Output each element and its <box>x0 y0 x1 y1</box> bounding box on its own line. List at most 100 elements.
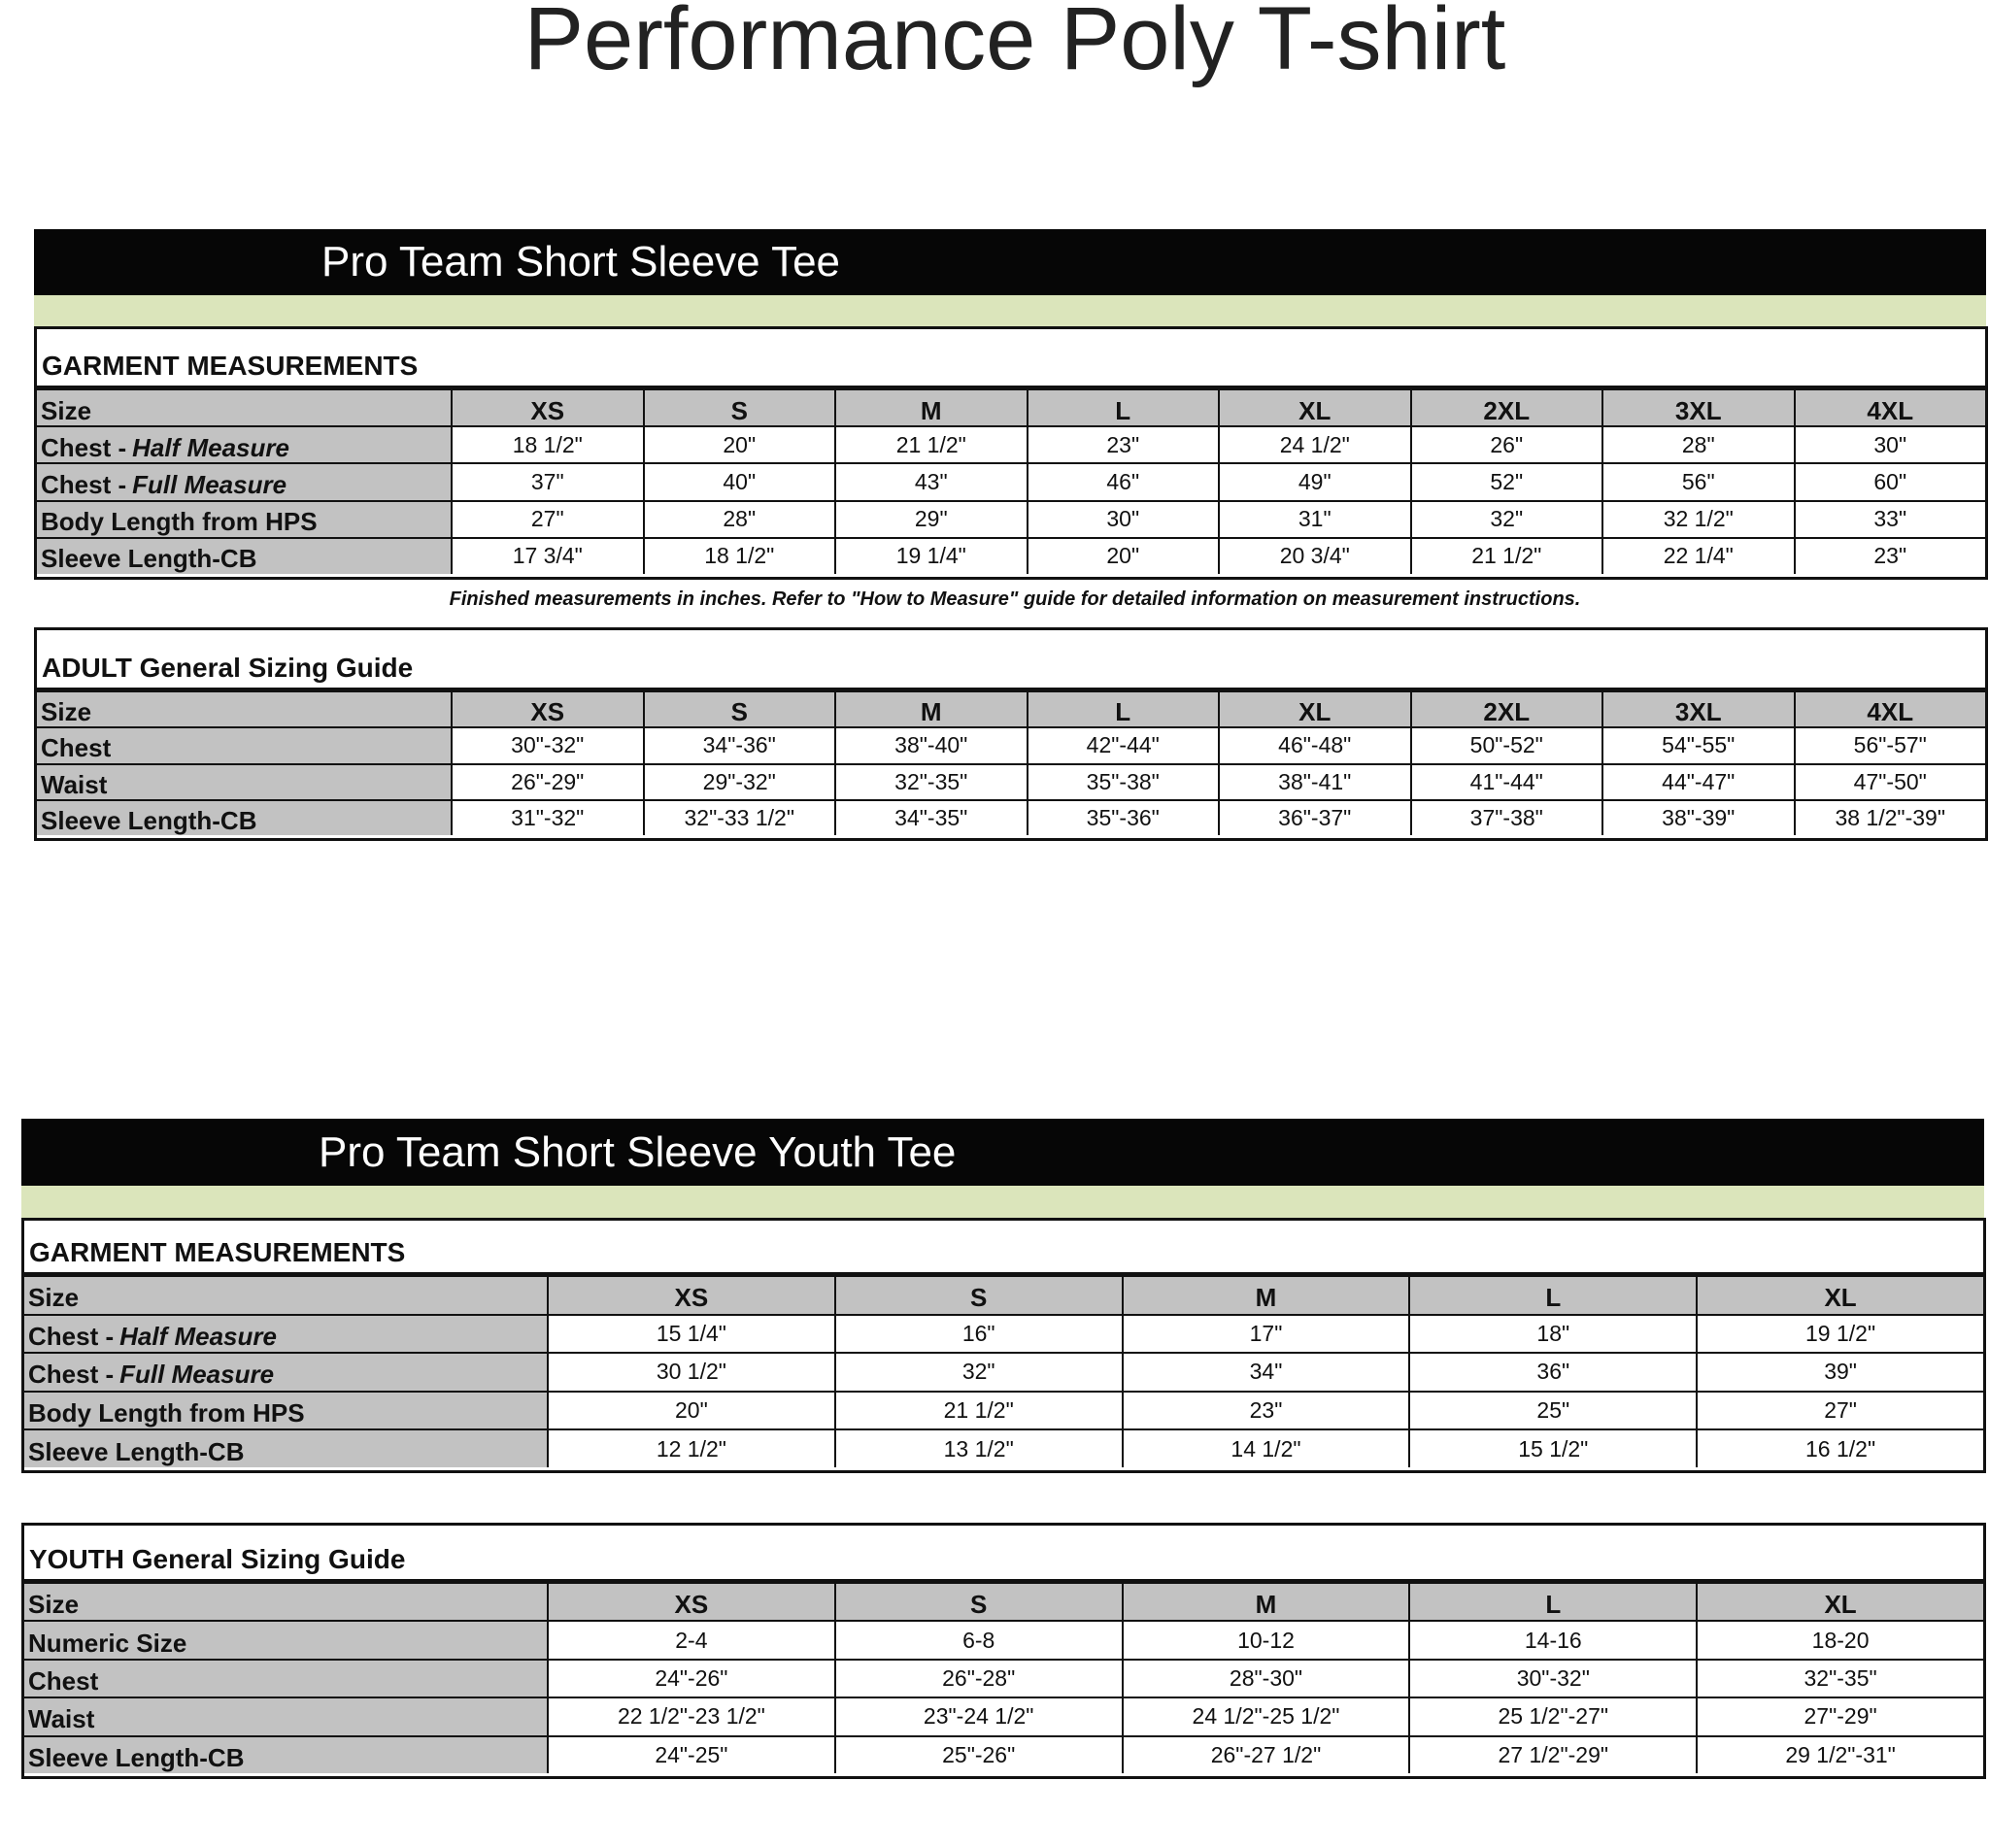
row-label-text: Waist <box>41 769 108 799</box>
measurement-cell: 21 1/2" <box>1409 538 1602 574</box>
table-header-row: Size XS S M L XL <box>24 1582 1983 1621</box>
measurement-cell: 25"-26" <box>833 1736 1122 1773</box>
measurement-cell: 34"-35" <box>834 800 1027 835</box>
size-column-header: M <box>1121 1584 1409 1621</box>
adult-garment-measurements-table: GARMENT MEASUREMENTS Size XS S M L XL 2XL 3XL 4XL… <box>34 326 1988 580</box>
section-header-adult: Pro Team Short Sleeve Tee <box>34 229 1986 295</box>
measurement-cell: 20" <box>642 427 835 463</box>
table-row: Body Length from HPS 20" 21 1/2" 23" 25" 27" <box>24 1390 1983 1429</box>
measurement-cell: 46" <box>1026 464 1219 500</box>
row-label: Body Length from HPS <box>37 501 451 537</box>
table-row: Sleeve Length-CB 24"-25" 25"-26" 26"-27 1/2… <box>24 1734 1983 1773</box>
size-column-header: 4XL <box>1793 692 1985 727</box>
measurement-cell: 25" <box>1408 1392 1696 1429</box>
row-label-text: Waist <box>28 1704 95 1734</box>
measurement-cell: 30"-32" <box>451 728 643 763</box>
section-header-youth: Pro Team Short Sleeve Youth Tee <box>21 1119 1984 1186</box>
row-label-text: Sleeve Length-CB <box>41 805 257 835</box>
table-row: Waist 22 1/2"-23 1/2" 23"-24 1/2" 24 1/2"-2… <box>24 1697 1983 1735</box>
row-label-text: Chest - <box>28 1321 115 1351</box>
row-label: Waist <box>24 1698 547 1735</box>
size-column-header: S <box>833 1277 1122 1314</box>
measurement-cell: 24"-25" <box>547 1736 834 1773</box>
size-column-header: XL <box>1696 1584 1983 1621</box>
size-column-header: 2XL <box>1409 692 1601 727</box>
measurement-cell: 38"-41" <box>1218 764 1410 799</box>
size-column-header: L <box>1026 692 1218 727</box>
measurement-cell: 2-4 <box>547 1622 834 1659</box>
row-label-text: Sleeve Length-CB <box>41 544 257 574</box>
measurement-cell: 42"-44" <box>1026 728 1219 763</box>
row-label-text: Chest <box>28 1665 99 1696</box>
measurement-cell: 13 1/2" <box>833 1430 1122 1467</box>
size-label: Size <box>24 1584 547 1621</box>
measurement-cell: 60" <box>1793 464 1986 500</box>
measurement-cell: 49" <box>1218 464 1410 500</box>
measurement-cell: 27" <box>1696 1392 1983 1429</box>
row-label-text: Sleeve Length-CB <box>28 1436 245 1466</box>
measurement-cell: 32 1/2" <box>1601 501 1794 537</box>
youth-garment-measurements-table: GARMENT MEASUREMENTS Size XS S M L XL Chest - H… <box>21 1218 1986 1473</box>
size-column-header: M <box>834 390 1027 426</box>
measurement-cell: 18 1/2" <box>451 427 643 463</box>
row-label: Sleeve Length-CB <box>24 1736 547 1773</box>
measurement-cell: 14-16 <box>1408 1622 1696 1659</box>
size-label: Size <box>24 1277 547 1314</box>
adult-sizing-guide-table: ADULT General Sizing Guide Size XS S M L XL 2XL… <box>34 627 1988 841</box>
measurement-cell: 31" <box>1218 501 1410 537</box>
measurement-cell: 18" <box>1408 1315 1696 1353</box>
measurement-cell: 46"-48" <box>1218 728 1410 763</box>
size-label: Size <box>37 692 451 727</box>
measurement-cell: 30" <box>1026 501 1219 537</box>
measurement-cell: 28" <box>1601 427 1794 463</box>
size-column-header: L <box>1408 1277 1697 1314</box>
measurement-cell: 20" <box>547 1392 834 1429</box>
measurement-cell: 22 1/4" <box>1601 538 1794 574</box>
table-row: Body Length from HPS 27" 28" 29" 30" 31" 32" 32… <box>37 499 1986 537</box>
measurement-cell: 28" <box>642 501 835 537</box>
measurement-cell: 19 1/4" <box>834 538 1027 574</box>
measurement-cell: 35"-38" <box>1026 764 1219 799</box>
measurement-cell: 31"-32" <box>451 800 643 835</box>
measurement-cell: 24"-26" <box>547 1660 834 1697</box>
measurement-cell: 30" <box>1793 427 1986 463</box>
measurement-cell: 15 1/2" <box>1408 1430 1696 1467</box>
measurement-cell: 33" <box>1793 501 1986 537</box>
table-row: Waist 26"-29" 29"-32" 32"-35" 35"-38" 38"-41"… <box>37 762 1985 799</box>
row-label-text: Chest - <box>28 1360 115 1390</box>
row-label: Chest - Half Measure <box>24 1315 547 1353</box>
measurement-cell: 32"-35" <box>1696 1660 1983 1697</box>
accent-strip <box>34 295 1986 326</box>
measurement-cell: 15 1/4" <box>547 1315 834 1353</box>
table-title: ADULT General Sizing Guide <box>37 630 1985 690</box>
measurement-note: Finished measurements in inches. Refer t… <box>449 588 1581 610</box>
section-heading: Pro Team Short Sleeve Youth Tee <box>319 1127 957 1176</box>
measurement-cell: 19 1/2" <box>1696 1315 1983 1353</box>
row-label-italic: Half Measure <box>132 432 289 462</box>
measurement-cell: 20 3/4" <box>1218 538 1410 574</box>
size-column-header: S <box>833 1584 1122 1621</box>
accent-strip <box>21 1186 1984 1218</box>
table-row: Numeric Size 2-4 6-8 10-12 14-16 18-20 <box>24 1620 1983 1659</box>
measurement-cell: 23"-24 1/2" <box>833 1698 1122 1735</box>
measurement-cell: 29 1/2"-31" <box>1696 1736 1983 1773</box>
measurement-cell: 36"-37" <box>1218 800 1410 835</box>
measurement-cell: 38"-39" <box>1601 800 1794 835</box>
table-row: Chest - Full Measure 37" 40" 43" 46" 49" 52" 56… <box>37 462 1986 500</box>
measurement-cell: 38 1/2"-39" <box>1793 800 1986 835</box>
measurement-cell: 32" <box>833 1354 1122 1391</box>
measurement-cell: 54"-55" <box>1601 728 1794 763</box>
size-column-header: XL <box>1696 1277 1983 1314</box>
size-column-header: M <box>834 692 1027 727</box>
table-header-row: Size XS S M L XL 2XL 3XL 4XL <box>37 388 1985 426</box>
measurement-cell: 26"-27 1/2" <box>1121 1736 1409 1773</box>
measurement-cell: 37" <box>451 464 643 500</box>
measurement-cell: 27"-29" <box>1696 1698 1983 1735</box>
measurement-cell: 40" <box>642 464 835 500</box>
row-label: Chest <box>24 1660 547 1697</box>
measurement-cell: 16" <box>833 1315 1122 1353</box>
measurement-cell: 35"-36" <box>1026 800 1219 835</box>
row-label: Numeric Size <box>24 1622 547 1659</box>
size-column-header: 2XL <box>1409 390 1601 426</box>
measurement-cell: 18 1/2" <box>642 538 835 574</box>
